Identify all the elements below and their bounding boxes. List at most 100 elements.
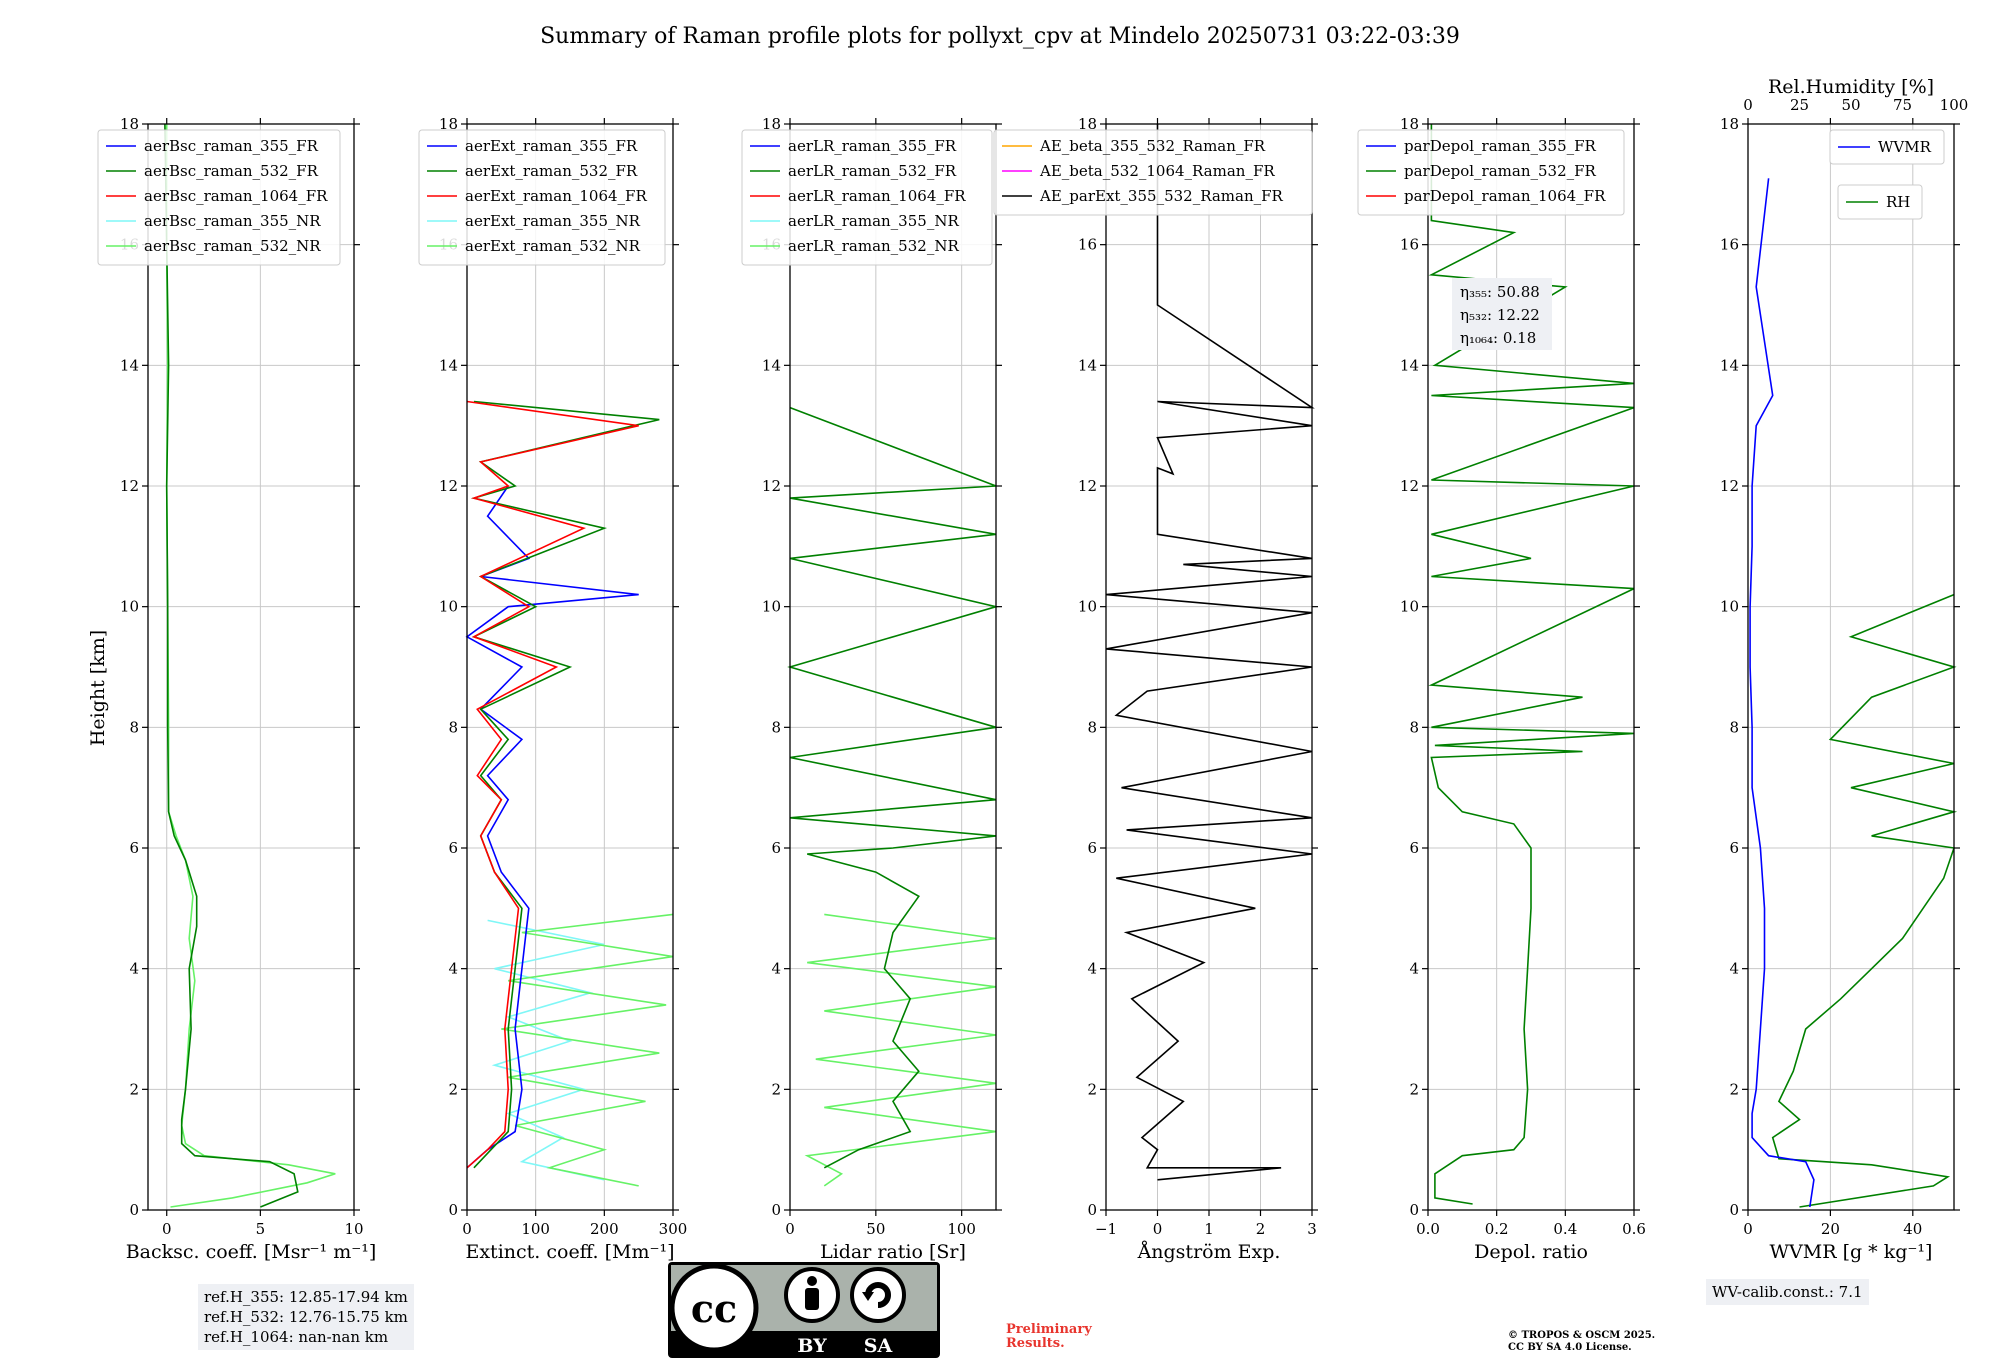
x-tick-label: 0: [785, 1220, 795, 1238]
series-line: [1105, 124, 1315, 1181]
y-tick-label: 0: [448, 1201, 458, 1219]
legend: aerBsc_raman_355_FR aerBsc_raman_532_FRae…: [97, 129, 341, 266]
x-axis-label: Extinct. coeff. [Mm⁻¹]: [465, 1241, 674, 1263]
x-tick-label: 0: [1743, 1220, 1753, 1238]
annotation-line: η₅₃₂: 12.22: [1460, 306, 1540, 324]
panel-5: 0.0 0.2 0.4 0.6 0 2 4 6 8 10 12 14 16 18 Depol. ratio p…: [1357, 115, 1646, 1263]
wv-calibration-box: WV-calib.const.: 7.1: [1706, 1279, 1869, 1305]
series-line: [1771, 593, 1958, 1208]
ref-height-1064: ref.H_1064: nan-nan km: [204, 1328, 389, 1346]
chart-title: Summary of Raman profile plots for polly…: [540, 24, 1460, 49]
legend: aerExt_raman_355_FR aerExt_raman_532_FRae…: [418, 129, 666, 266]
copyright-line-1: © TROPOS & OSCM 2025.: [1508, 1330, 1656, 1341]
y-tick-label: 4: [771, 960, 781, 978]
x-axis-label: Depol. ratio: [1474, 1241, 1588, 1263]
y-tick-label: 2: [771, 1080, 781, 1098]
wv-calib-const: WV-calib.const.: 7.1: [1712, 1283, 1863, 1301]
sa-label: SA: [864, 1335, 893, 1357]
y-tick-label: 6: [129, 839, 139, 857]
x-tick-label: 2: [1256, 1220, 1266, 1238]
x-tick-label: 40: [1903, 1220, 1922, 1238]
copyright-note: © TROPOS & OSCM 2025. CC BY SA 4.0 Licen…: [1508, 1330, 1655, 1354]
legend-label: RH: [1886, 193, 1910, 211]
top-axis-label: Rel.Humidity [%]: [1768, 76, 1934, 98]
series-line: [164, 123, 299, 1208]
y-tick-label: 6: [448, 839, 458, 857]
annotation-line: η₁₀₆₄: 0.18: [1460, 329, 1536, 347]
y-tick-label: 4: [1729, 960, 1739, 978]
series-line: [466, 400, 639, 1169]
y-tick-label: 18: [762, 115, 781, 133]
legend-label: aerExt_raman_1064_FR: [465, 187, 647, 205]
y-tick-label: 4: [129, 960, 139, 978]
y-tick-label: 8: [448, 718, 458, 736]
y-tick-label: 16: [1720, 236, 1739, 254]
x-tick-label: 0.2: [1485, 1220, 1509, 1238]
legend-label: aerExt_raman_355_NR: [465, 212, 641, 230]
ref-height-532: ref.H_532: 12.76-15.75 km: [204, 1308, 408, 1326]
legend: parDepol_raman_355_FR parDepol_raman_532_…: [1357, 129, 1625, 216]
y-tick-label: 2: [1409, 1080, 1419, 1098]
legend-label: parDepol_raman_532_FR: [1404, 162, 1597, 180]
y-tick-label: 4: [1409, 960, 1419, 978]
y-tick-label: 6: [771, 839, 781, 857]
top-tick-label: 0: [1743, 96, 1753, 114]
legend-frame: [1357, 129, 1625, 216]
y-tick-label: 12: [1400, 477, 1419, 495]
y-tick-label: 14: [1720, 356, 1739, 374]
y-tick-label: 10: [1078, 598, 1097, 616]
reference-height-box: ref.H_355: 12.85-17.94 km ref.H_532: 12.…: [198, 1284, 414, 1350]
share-arrowhead-icon: [862, 1292, 874, 1301]
cc-text: cc: [691, 1286, 737, 1331]
legend-label: aerBsc_raman_1064_FR: [144, 187, 328, 205]
series-line: [487, 919, 605, 1181]
legend-label: parDepol_raman_1064_FR: [1404, 187, 1606, 205]
y-tick-label: 12: [1720, 477, 1739, 495]
y-axis-label: Height [km]: [87, 630, 109, 746]
legend-frame: [993, 129, 1313, 216]
legend-label: aerExt_raman_355_FR: [465, 137, 638, 155]
y-tick-label: 8: [1729, 718, 1739, 736]
y-tick-label: 10: [439, 598, 458, 616]
legend: AE_beta_355_532_Raman_FR AE_beta_532_1064…: [993, 129, 1313, 216]
legend-label: AE_parExt_355_532_Raman_FR: [1039, 187, 1284, 205]
legend: aerLR_raman_355_FR aerLR_raman_532_FR aerL…: [741, 129, 993, 266]
panel-3: 050100024681012141618Lidar ratio [Sr]aer…: [741, 115, 1002, 1263]
plot-frame: [1747, 123, 1955, 1211]
series-line: [165, 124, 336, 1208]
panel-2: 0100200300024681012141618Extinct. coeff.…: [418, 115, 687, 1263]
y-tick-label: 10: [120, 598, 139, 616]
share-arrow-icon: [865, 1282, 891, 1308]
person-body-icon: [805, 1288, 819, 1310]
legend-label: aerLR_raman_1064_FR: [788, 187, 966, 205]
annotation-line: η₃₅₅: 50.88: [1460, 283, 1540, 301]
y-tick-label: 2: [1729, 1080, 1739, 1098]
y-tick-label: 18: [1720, 115, 1739, 133]
legend-label: aerLR_raman_532_NR: [788, 237, 959, 255]
x-tick-label: 0.0: [1416, 1220, 1440, 1238]
x-tick-label: 200: [590, 1220, 619, 1238]
preliminary-line-1: Preliminary: [1006, 1322, 1092, 1337]
y-tick-label: 14: [439, 356, 458, 374]
y-tick-label: 12: [1078, 477, 1097, 495]
x-tick-label: 100: [947, 1220, 976, 1238]
x-axis-label: Backsc. coeff. [Msr⁻¹ m⁻¹]: [126, 1241, 377, 1263]
x-tick-label: 50: [866, 1220, 885, 1238]
legend-frame: [1837, 184, 1923, 220]
x-axis-label: WVMR [g * kg⁻¹]: [1770, 1241, 1933, 1263]
x-tick-label: 0.6: [1622, 1220, 1646, 1238]
legend-frame: [1829, 129, 1945, 165]
annotation-box: [1452, 278, 1552, 350]
series-line: [470, 400, 660, 1169]
legend-label: AE_beta_355_532_Raman_FR: [1039, 137, 1266, 155]
eta-annotation: η₃₅₅: 50.88 η₅₃₂: 12.22 η₁₀₆₄: 0.18: [1452, 278, 1552, 350]
legend-label: AE_beta_532_1064_Raman_FR: [1039, 162, 1275, 180]
y-tick-label: 14: [762, 356, 781, 374]
y-tick-label: 8: [771, 718, 781, 736]
plot-frame: [1427, 123, 1635, 1211]
x-tick-label: 3: [1307, 1220, 1317, 1238]
legend-label: aerBsc_raman_355_FR: [144, 137, 319, 155]
legend-wvmr: WVMR: [1829, 129, 1945, 165]
